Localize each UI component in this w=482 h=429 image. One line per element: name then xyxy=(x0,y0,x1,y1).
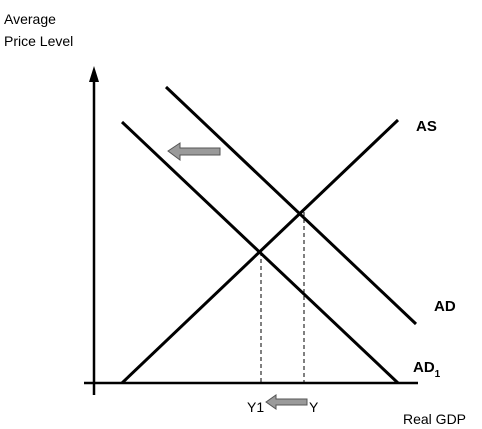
ad1-label-main: AD xyxy=(413,359,435,376)
y-axis-title-line1: Average xyxy=(4,11,56,27)
y-axis-title-line2: Price Level xyxy=(4,33,73,49)
x-axis-title: Real GDP xyxy=(403,411,466,427)
ad-label: AD xyxy=(434,298,456,315)
as-label: AS xyxy=(416,118,437,135)
demand-shift-arrow-shape xyxy=(167,142,221,161)
ad1-label-subscript: 1 xyxy=(435,369,441,380)
ad-curve xyxy=(164,85,418,326)
y-axis-arrowhead xyxy=(89,66,99,82)
demand-shift-arrow xyxy=(167,142,221,161)
y1-label: Y1 xyxy=(247,399,264,415)
y-label: Y xyxy=(309,399,319,415)
ad1-label: AD1 xyxy=(413,359,441,380)
output-shift-arrow xyxy=(265,394,308,410)
output-shift-arrow-shape xyxy=(265,394,308,410)
ad1-curve xyxy=(120,120,400,385)
